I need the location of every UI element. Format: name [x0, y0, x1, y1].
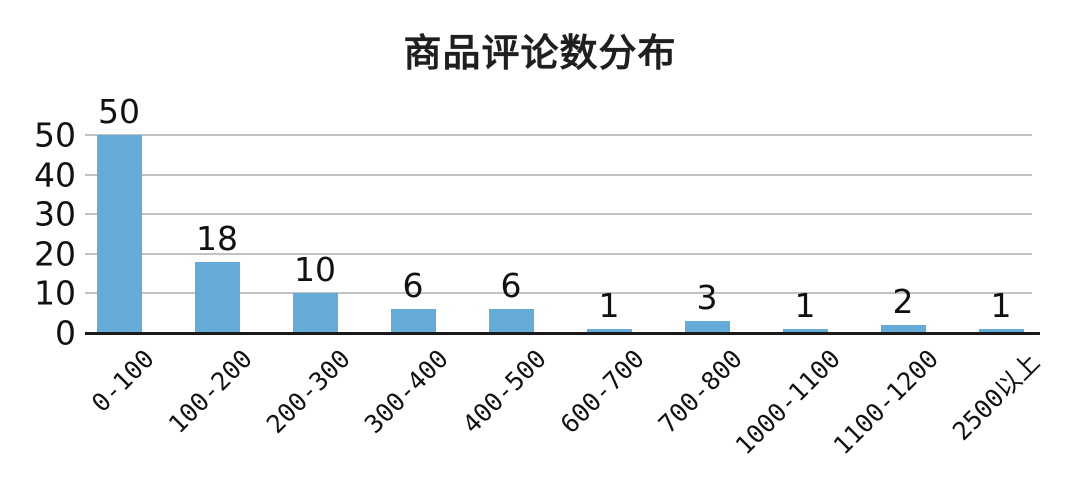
bar-1100-1200: [880, 325, 926, 333]
bar-200-300: [292, 293, 338, 333]
gridline-y-50: [85, 134, 1032, 136]
plot-area: 50 18 10 6 6 1 3 1 2 1: [85, 92, 1040, 335]
x-tick-label: 2500以上: [946, 347, 1046, 446]
x-tick-label: 100-200: [162, 344, 258, 440]
bar-400-500: [488, 309, 534, 333]
y-axis-tick-labels: 0 10 20 30 40 50: [0, 116, 76, 353]
value-label-300-400: 6: [402, 266, 424, 306]
y-tick-label-50: 50: [34, 115, 76, 155]
value-label-0-100: 50: [98, 92, 140, 131]
value-label-2500以上: 1: [990, 286, 1012, 326]
value-label-200-300: 10: [294, 250, 336, 290]
x-tick-label: 1100-1200: [827, 344, 944, 461]
x-tick-label: 700-800: [652, 344, 748, 440]
gridline-y-20: [85, 252, 1032, 255]
x-tick-label: 600-700: [554, 344, 650, 440]
x-tick-label: 0-100: [85, 344, 160, 418]
x-tick-label: 400-500: [456, 344, 552, 440]
value-label-1000-1100: 1: [794, 286, 816, 326]
y-tick-label-40: 40: [34, 155, 76, 195]
x-tick-label: 300-400: [358, 344, 454, 440]
bar-600-700: [586, 329, 632, 333]
value-label-1100-1200: 2: [892, 282, 914, 322]
gridline-y-40: [85, 173, 1032, 176]
bar-0-100: [96, 135, 142, 333]
gridline-y-10: [85, 292, 1032, 295]
bar-2500以上: [978, 329, 1024, 333]
value-label-400-500: 6: [500, 266, 522, 306]
bar-100-200: [194, 261, 240, 333]
x-tick-label: 200-300: [260, 344, 356, 440]
bar-700-800: [684, 321, 730, 333]
value-label-700-800: 3: [696, 278, 718, 318]
bar-300-400: [390, 309, 436, 333]
bar-1000-1100: [782, 329, 828, 333]
x-axis-line: [85, 332, 1040, 335]
y-tick-label-20: 20: [34, 234, 76, 274]
x-tick-label: 1000-1100: [729, 344, 846, 461]
value-label-100-200: 18: [196, 218, 238, 258]
y-tick-label-10: 10: [34, 273, 76, 313]
y-tick-label-30: 30: [34, 194, 76, 234]
value-label-600-700: 1: [598, 286, 620, 326]
gridline-y-30: [85, 213, 1032, 216]
y-tick-label-0: 0: [55, 313, 76, 353]
chart-title: 商品评论数分布: [403, 31, 677, 75]
x-axis-tick-labels: 0-100 100-200 200-300 300-400 400-500 600-700…: [85, 344, 1045, 474]
